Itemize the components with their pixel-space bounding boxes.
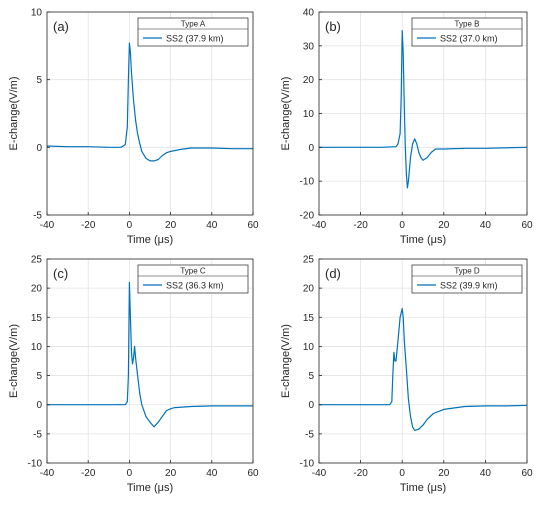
x-tick-label: -40 xyxy=(40,220,55,231)
x-tick-label: 20 xyxy=(165,220,177,231)
series-line xyxy=(47,281,253,428)
x-tick-label: 40 xyxy=(480,468,492,479)
x-axis-label: Time (μs) xyxy=(400,234,446,246)
legend: Type C SS2 (36.3 km) xyxy=(137,264,249,294)
x-tick-label: 40 xyxy=(206,220,218,231)
series-line xyxy=(319,307,528,431)
chart-panel-c: -40 -20 0 20 40 60 -10 -5 0 5 10 15 20 25 Time (μs) E-c… xyxy=(8,255,259,495)
x-tick-label: 20 xyxy=(438,220,450,231)
y-tick-label: 15 xyxy=(31,313,43,324)
y-tick-label: 25 xyxy=(303,255,315,266)
x-tick-label: -20 xyxy=(353,220,368,231)
y-axis-label: E-change(V/m) xyxy=(280,324,292,398)
x-axis-label: Time (μs) xyxy=(400,482,446,494)
legend-entry: SS2 (36.3 km) xyxy=(166,281,224,291)
legend-box xyxy=(137,264,249,294)
y-tick-label: -10 xyxy=(28,459,43,470)
panel-label: (d) xyxy=(325,266,341,281)
x-tick-label: -20 xyxy=(353,468,368,479)
legend-box xyxy=(411,264,523,294)
legend-entry: SS2 (37.9 km) xyxy=(166,34,224,44)
y-tick-label: 5 xyxy=(308,371,314,382)
legend-title: Type A xyxy=(181,20,206,29)
axes-box xyxy=(46,11,254,216)
y-tick-label: -10 xyxy=(300,459,315,470)
x-tick-label: -40 xyxy=(312,468,327,479)
legend-title: Type D xyxy=(454,267,480,276)
y-tick-label: 20 xyxy=(303,75,315,86)
x-tick-label: 40 xyxy=(206,468,218,479)
legend-entry: SS2 (37.0 km) xyxy=(440,34,498,44)
chart-panel-a: -40 -20 0 20 40 60 -5 0 5 10 Time (μs) E-change(V/m… xyxy=(8,8,259,247)
series-line xyxy=(46,42,253,162)
legend-box xyxy=(137,17,249,47)
panel-label: (a) xyxy=(53,19,69,34)
legend: Type D SS2 (39.9 km) xyxy=(411,264,523,294)
y-tick-label: -5 xyxy=(33,211,42,222)
panel-label: (c) xyxy=(53,266,68,281)
legend-entry: SS2 (39.9 km) xyxy=(440,281,498,291)
x-tick-label: 60 xyxy=(521,468,533,479)
y-tick-label: 10 xyxy=(303,342,315,353)
y-tick-label: -5 xyxy=(305,429,314,440)
series-line xyxy=(319,30,528,189)
y-tick-label: 40 xyxy=(303,8,315,19)
legend-title: Type C xyxy=(180,267,206,276)
y-tick-label: 10 xyxy=(31,8,43,19)
x-tick-label: -40 xyxy=(312,220,327,231)
axes-box xyxy=(46,258,254,464)
x-tick-label: -20 xyxy=(81,468,96,479)
x-tick-label: -40 xyxy=(40,468,55,479)
y-tick-label: 10 xyxy=(31,342,43,353)
y-tick-label: -5 xyxy=(33,429,42,440)
y-tick-label: 5 xyxy=(36,371,42,382)
y-tick-label: 25 xyxy=(31,255,43,266)
x-tick-label: -20 xyxy=(81,220,96,231)
y-tick-label: 5 xyxy=(36,75,42,86)
x-tick-label: 60 xyxy=(247,220,259,231)
x-tick-label: 40 xyxy=(480,220,492,231)
chart-panel-d: -40 -20 0 20 40 60 -10 -5 0 5 10 15 20 25 Time (μs) E-c… xyxy=(280,255,533,495)
y-tick-label: 20 xyxy=(303,284,315,295)
y-axis-label: E-change(V/m) xyxy=(8,77,20,151)
axes-box xyxy=(318,258,528,464)
y-axis-label: E-change(V/m) xyxy=(280,77,292,151)
x-tick-label: 20 xyxy=(438,468,450,479)
y-tick-label: 0 xyxy=(308,400,314,411)
x-axis-label: Time (μs) xyxy=(127,482,173,494)
legend: Type B SS2 (37.0 km) xyxy=(411,17,523,47)
x-axis-label: Time (μs) xyxy=(127,234,173,246)
y-tick-label: 0 xyxy=(36,400,42,411)
y-tick-label: 30 xyxy=(303,41,315,52)
x-tick-label: 0 xyxy=(127,468,133,479)
x-tick-label: 60 xyxy=(521,220,533,231)
legend-title: Type B xyxy=(455,20,480,29)
x-tick-label: 0 xyxy=(127,220,133,231)
x-tick-label: 20 xyxy=(165,468,177,479)
y-tick-label: -10 xyxy=(300,177,315,188)
legend: Type A SS2 (37.9 km) xyxy=(137,17,249,47)
y-tick-label: 0 xyxy=(308,143,314,154)
x-tick-label: 60 xyxy=(247,468,259,479)
y-tick-label: 20 xyxy=(31,284,43,295)
x-tick-label: 0 xyxy=(399,468,405,479)
y-tick-label: -20 xyxy=(300,211,315,222)
y-axis-label: E-change(V/m) xyxy=(8,324,20,398)
panel-label: (b) xyxy=(325,19,341,34)
x-tick-label: 0 xyxy=(399,220,405,231)
y-tick-label: 15 xyxy=(303,313,315,324)
y-tick-label: 10 xyxy=(303,109,315,120)
legend-box xyxy=(411,17,523,47)
y-tick-label: 0 xyxy=(36,143,42,154)
